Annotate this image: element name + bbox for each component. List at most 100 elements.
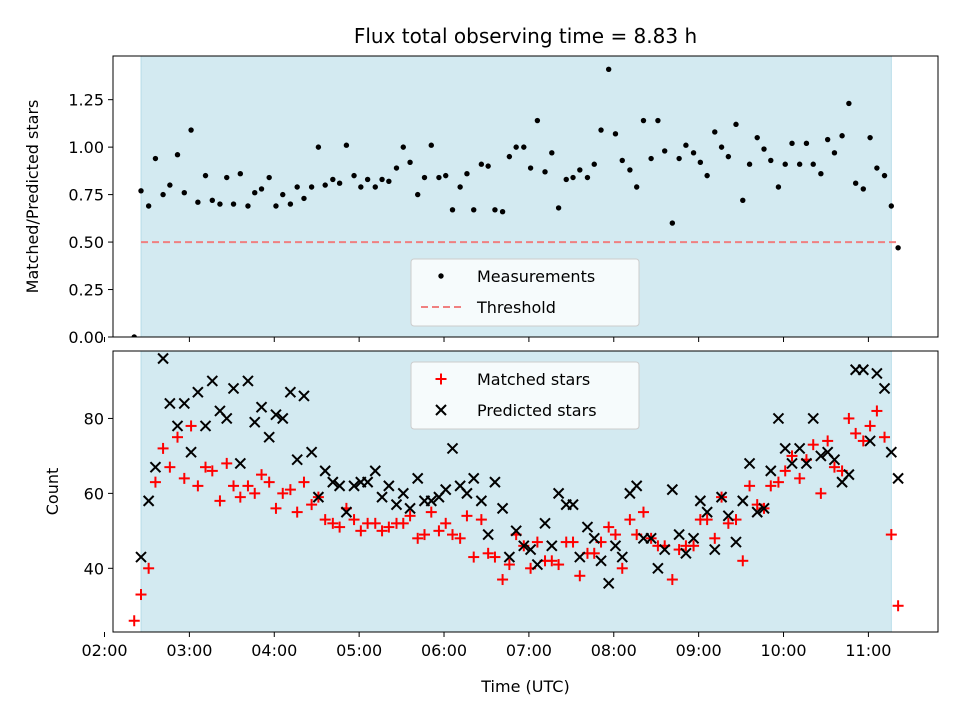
predicted-stars-point [630,480,643,492]
measurements-point [725,153,732,160]
matched-stars-point [807,439,819,451]
measurements-point [336,180,343,186]
predicted-stars-point [680,547,692,560]
plot-area [131,66,901,337]
measurements-point [400,144,406,150]
predicted-stars-point [574,551,586,563]
predicted-stars-point [694,495,707,507]
predicted-stars-point [793,442,806,455]
x-tick-label: 02:00 [81,641,127,660]
measurements-point [443,172,449,179]
measurements-point [386,178,392,185]
predicted-stars-point [510,525,522,537]
measurements-point [415,191,421,198]
measurements-point [457,184,463,190]
matched-stars-point [779,465,791,477]
measurements-point [513,144,519,150]
measurements-point [315,144,322,150]
legend-label-matched-stars: Matched stars [477,370,590,389]
matched-stars-point [794,472,806,484]
measurements-point [676,155,682,162]
predicted-stars-point [475,495,488,507]
matched-stars-point [503,559,515,571]
measurements-point [563,176,569,183]
measurements-point [478,161,485,167]
measurements-point [379,176,385,183]
matched-stars-point [369,517,381,529]
measurements-point [202,172,209,179]
y-tick-label: 1.25 [68,91,104,110]
matched-stars-point [404,510,416,522]
predicted-stars-point [758,502,770,515]
predicted-stars-point [737,495,749,507]
predicted-stars-point [270,408,282,421]
measurements-point [152,155,159,162]
predicted-stars-point [666,483,679,496]
matched-stars-point [172,431,184,443]
measurements-point [542,169,548,175]
predicted-stars-point [503,551,516,563]
measurements-point [322,182,328,188]
measurements-point [683,142,689,148]
predicted-stars-point [468,472,480,485]
legend-box [410,258,640,327]
matched-stars-point [242,480,254,492]
predicted-stars-point [687,532,700,545]
matched-stars-point [701,514,713,526]
predicted-stars-point [390,498,403,511]
matched-stars-point [440,517,452,529]
matched-stars-point [553,559,565,571]
predicted-stars-point [234,457,247,470]
predicted-stars-point [305,446,318,458]
y-tick-label: 40 [84,559,104,578]
matched-stars-point [546,555,558,567]
matched-stars-point [885,529,897,541]
predicted-stars-point [730,536,742,548]
measurements-point [846,100,852,107]
predicted-stars-point [348,480,360,492]
matched-stars-point [263,476,275,488]
matched-stars-point [461,510,473,522]
x-tick-label: 10:00 [760,641,806,660]
predicted-stars-point [404,502,416,515]
matched-stars-point [857,435,869,447]
matched-stars-point [489,551,501,563]
matched-stars-point [475,514,487,526]
axes-frame [112,350,939,633]
predicted-stars-point [319,465,331,477]
matched-stars-point [128,615,140,627]
measurements-point [131,334,137,337]
predicted-stars-point [489,476,501,488]
predicted-stars-point [857,364,870,376]
measurements-point [237,171,244,177]
predicted-stars-point [609,540,622,552]
matched-stars-point [666,574,678,586]
predicted-stars-point [327,476,339,488]
predicted-stars-point [828,453,841,466]
measurements-point [818,171,824,177]
measurements-point [521,144,527,150]
measurements-point [485,163,491,169]
predicted-stars-point [142,495,155,507]
matched-stars-point [850,427,862,439]
y-tick-label: 0.75 [68,186,104,205]
matched-stars-point [135,589,147,601]
predicted-stars-point [673,528,685,541]
legend-marker-matched-stars [435,373,447,385]
matched-stars-point [567,536,579,548]
predicted-stars-point [440,483,452,496]
matched-stars-point [879,431,891,443]
measurements-point [740,197,746,203]
y-tick-label: 0.50 [68,233,104,252]
predicted-stars-point [425,495,437,507]
measurements-point [358,184,364,190]
predicted-stars-point [206,375,219,387]
predicted-stars-point [539,517,551,530]
matched-stars-point [531,536,543,548]
predicted-stars-point [135,551,147,563]
measurements-point [824,136,831,143]
measurements-point [287,201,294,207]
matched-stars-point [871,405,883,417]
chart-title: Flux total observing time = 8.83 h [354,24,697,48]
measurements-point [393,165,400,171]
